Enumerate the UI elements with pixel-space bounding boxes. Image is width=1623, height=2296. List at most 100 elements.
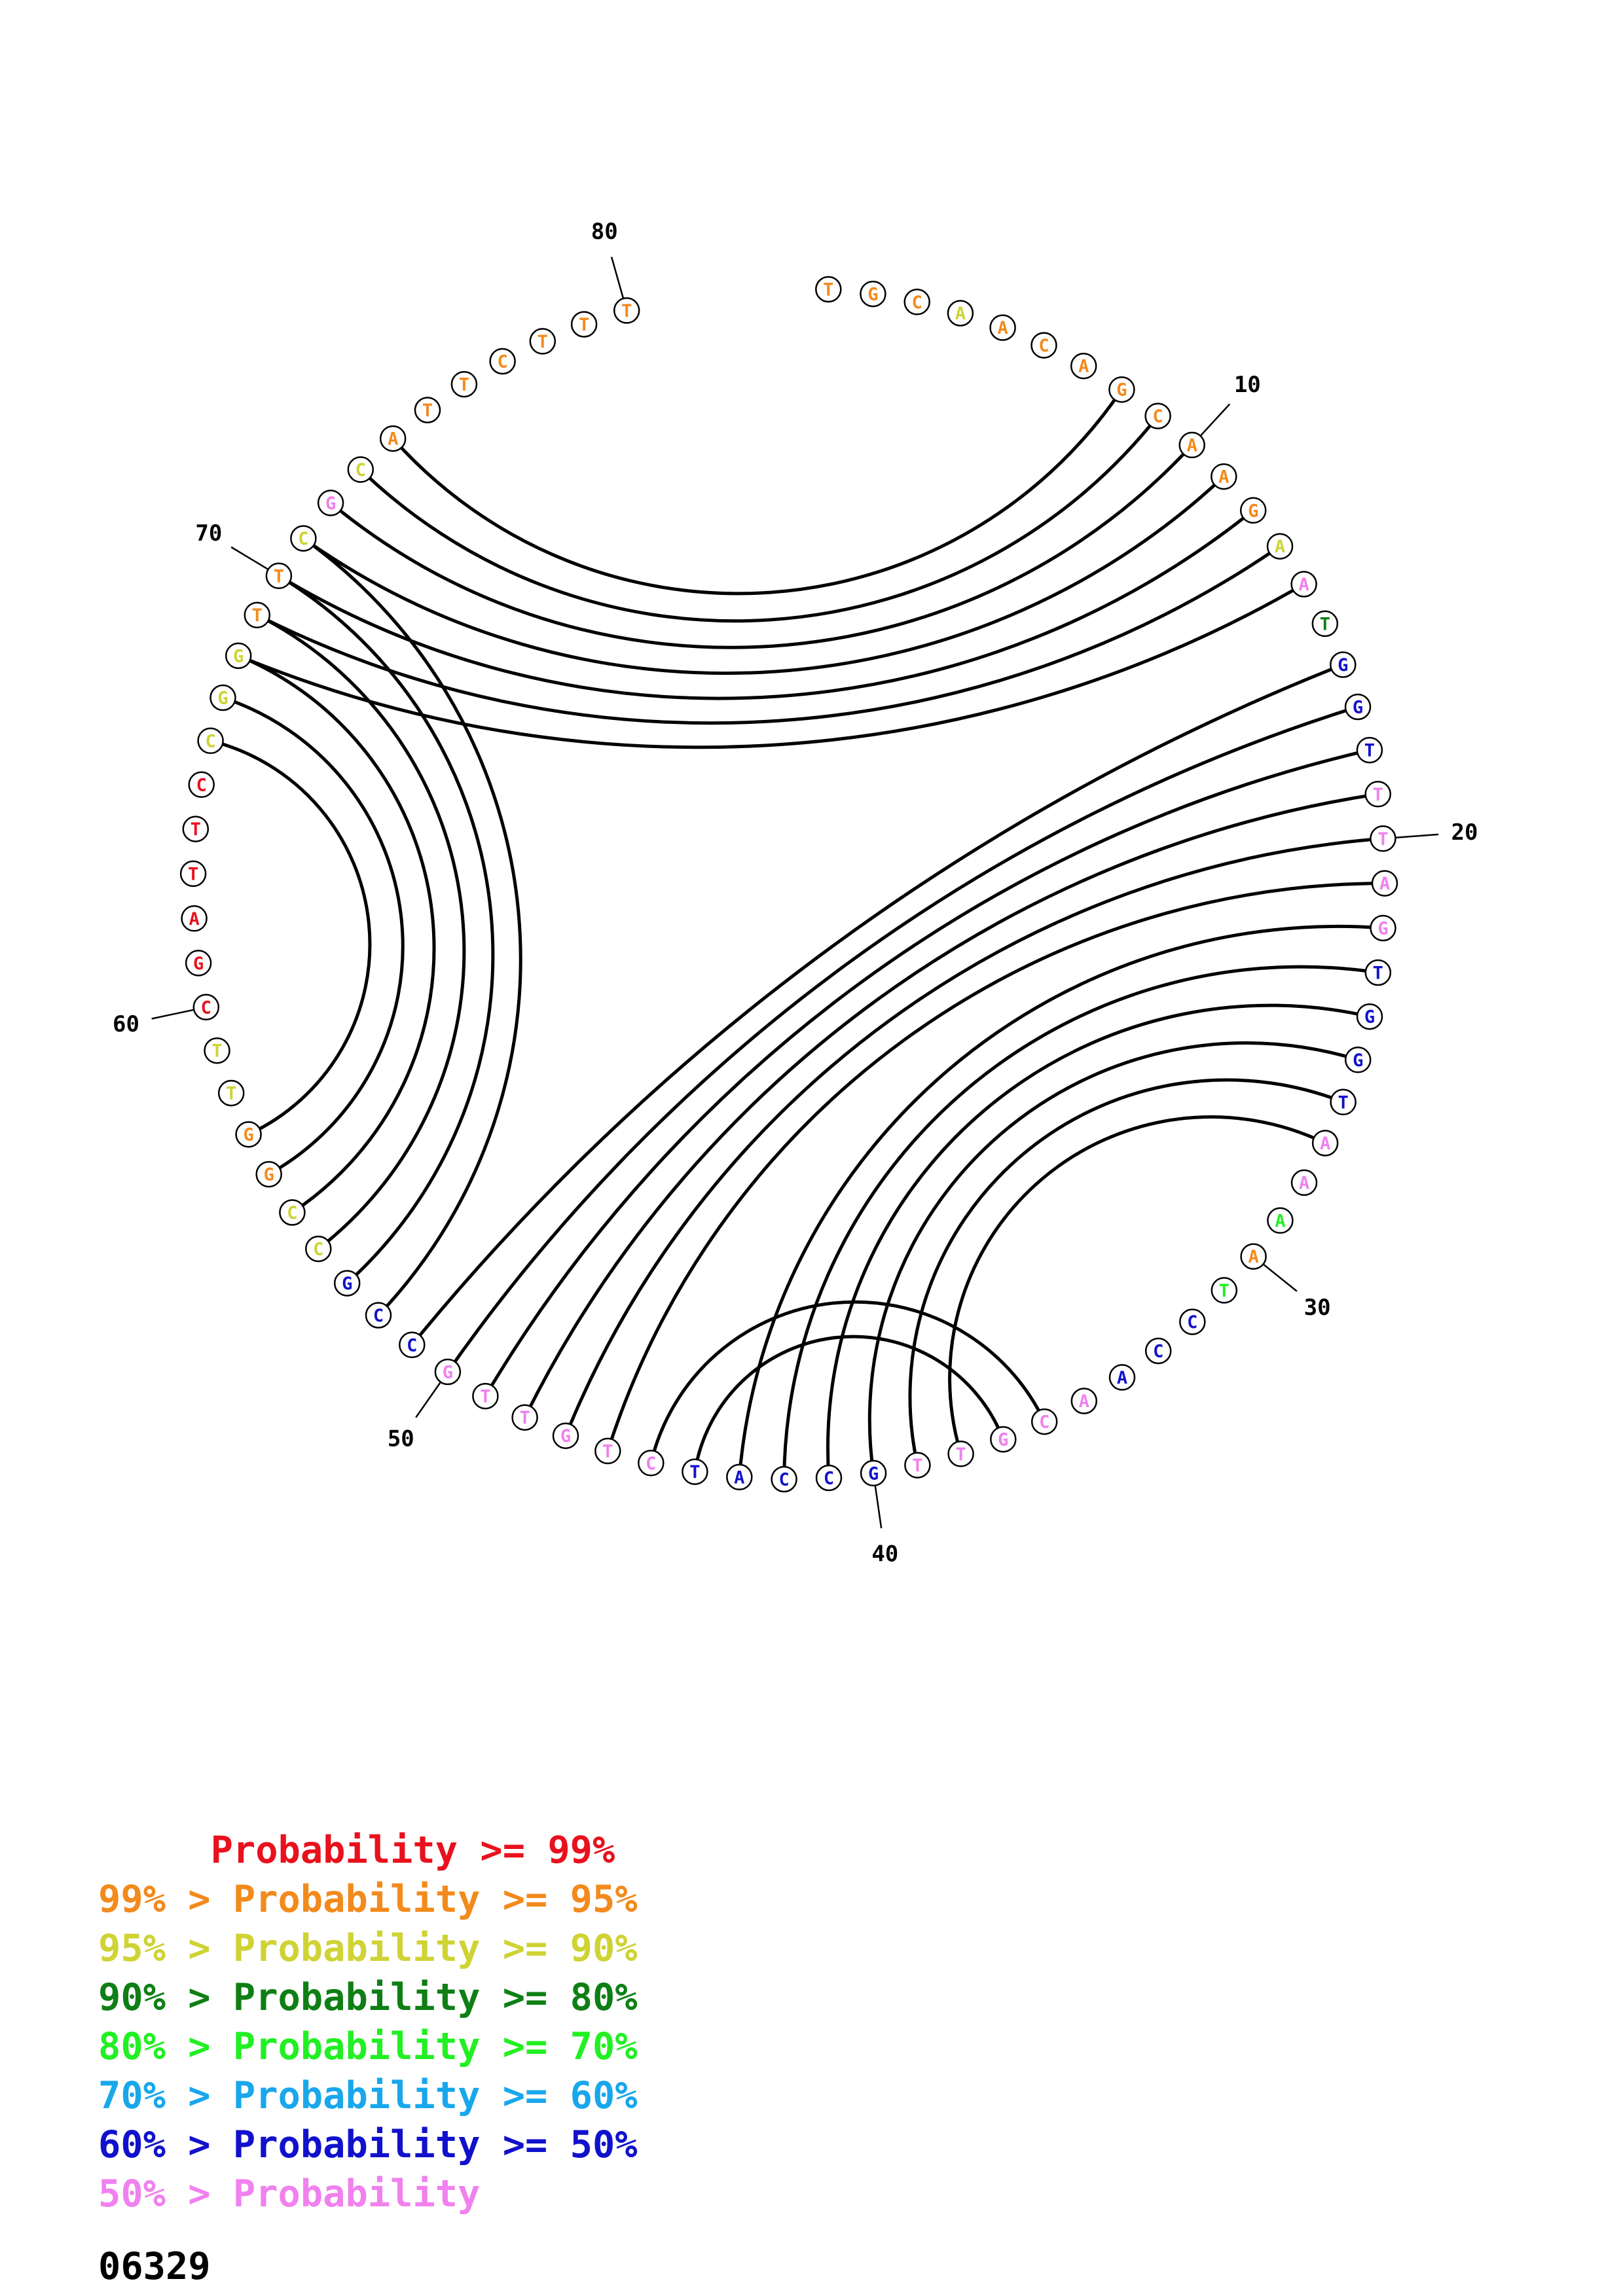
nucleotide-circle-76 bbox=[450, 370, 478, 398]
nucleotide-circle-33 bbox=[1144, 1337, 1172, 1365]
nucleotide-41: C bbox=[815, 1464, 843, 1492]
position-label-70: 70 bbox=[195, 520, 222, 547]
nucleotide-63: T bbox=[179, 860, 207, 888]
nucleotide-circle-49 bbox=[472, 1382, 499, 1410]
nucleotide-circle-78 bbox=[529, 328, 556, 355]
nucleotide-letter-9: C bbox=[1152, 406, 1163, 427]
nucleotide-26: T bbox=[1330, 1088, 1357, 1116]
nucleotide-circle-74 bbox=[379, 425, 407, 452]
position-tick-70 bbox=[230, 546, 269, 571]
nucleotide-circle-47 bbox=[552, 1422, 579, 1449]
nucleotide-43: A bbox=[726, 1463, 753, 1491]
nucleotide-circle-59 bbox=[204, 1037, 230, 1064]
nucleotide-13: A bbox=[1266, 533, 1294, 560]
nucleotide-37: G bbox=[990, 1426, 1017, 1453]
position-ticks: 10 20 30 40 50 60 70 80 bbox=[113, 219, 1478, 1567]
nucleotide-letter-72: G bbox=[325, 493, 336, 514]
nucleotide-circle-11 bbox=[1211, 463, 1237, 490]
nucleotide-letter-4: A bbox=[955, 304, 966, 324]
nucleotide-circle-38 bbox=[947, 1441, 974, 1467]
nucleotide-71: C bbox=[290, 525, 317, 552]
nucleotide-54: C bbox=[305, 1235, 332, 1263]
position-tick-50 bbox=[415, 1381, 442, 1418]
nucleotide-circle-16 bbox=[1330, 651, 1357, 678]
nucleotide-circle-30 bbox=[1240, 1243, 1267, 1270]
nucleotide-circle-9 bbox=[1144, 403, 1171, 429]
nucleotide-circle-39 bbox=[904, 1452, 931, 1479]
nucleotide-letter-21: A bbox=[1379, 874, 1390, 894]
nucleotide-letter-65: C bbox=[196, 775, 207, 795]
nucleotide-letter-73: C bbox=[356, 460, 366, 480]
nucleotide-77: C bbox=[489, 348, 516, 375]
nucleotide-62: A bbox=[181, 905, 208, 932]
nucleotide-circle-20 bbox=[1370, 825, 1396, 852]
nucleotide-letter-27: A bbox=[1320, 1134, 1330, 1154]
nucleotide-letter-35: A bbox=[1079, 1391, 1089, 1412]
nucleotide-38: T bbox=[947, 1441, 974, 1467]
nucleotide-circle-5 bbox=[989, 314, 1016, 341]
base-pair-arc-16-51 bbox=[410, 663, 1344, 1346]
nucleotide-letter-3: C bbox=[912, 293, 922, 313]
nucleotide-letter-57: G bbox=[243, 1125, 253, 1145]
nucleotide-letter-18: T bbox=[1364, 741, 1375, 761]
nucleotide-circle-48 bbox=[511, 1404, 538, 1431]
nucleotide-letter-63: T bbox=[188, 864, 198, 884]
nucleotide-59: T bbox=[204, 1037, 230, 1064]
nucleotide-letter-28: A bbox=[1299, 1173, 1309, 1193]
base-pair-arc-22-43 bbox=[737, 924, 1383, 1478]
base-pair-arc-56-67 bbox=[222, 696, 405, 1176]
nucleotide-circle-14 bbox=[1290, 571, 1317, 598]
nucleotide-57: G bbox=[235, 1121, 262, 1148]
nucleotide-circle-73 bbox=[347, 456, 374, 483]
position-tick-20 bbox=[1395, 833, 1439, 839]
nucleotide-circle-15 bbox=[1311, 610, 1339, 637]
structure-id: 06329 bbox=[98, 2245, 211, 2288]
position-tick-40 bbox=[874, 1485, 883, 1529]
nucleotide-letter-44: T bbox=[689, 1462, 700, 1482]
nucleotide-circle-42 bbox=[771, 1465, 797, 1493]
nucleotide-circle-70 bbox=[265, 562, 293, 590]
nucleotide-letter-40: G bbox=[868, 1463, 879, 1484]
nucleotide-circle-36 bbox=[1030, 1408, 1058, 1435]
base-pair-arc-57-66 bbox=[210, 739, 372, 1136]
nucleotide-49: T bbox=[472, 1382, 499, 1410]
nucleotide-circle-77 bbox=[489, 348, 516, 375]
nucleotide-56: G bbox=[255, 1160, 282, 1188]
nucleotide-circle-32 bbox=[1179, 1308, 1206, 1335]
base-pair-arc-55-68 bbox=[238, 654, 436, 1214]
nucleotide-circle-27 bbox=[1311, 1130, 1339, 1157]
nucleotide-4: A bbox=[947, 300, 974, 327]
base-pair-arc-11-71 bbox=[302, 475, 1226, 675]
nucleotide-69: T bbox=[244, 601, 271, 628]
nucleotide-55: C bbox=[279, 1199, 306, 1226]
nucleotide-letter-34: A bbox=[1117, 1368, 1127, 1388]
nucleotide-25: G bbox=[1344, 1047, 1372, 1073]
nucleotide-letter-42: C bbox=[778, 1470, 789, 1490]
nucleotide-5: A bbox=[989, 314, 1016, 341]
base-pair-arc-19-48 bbox=[523, 792, 1379, 1418]
nucleotide-53: G bbox=[333, 1270, 361, 1297]
base-pair-arc-13-69 bbox=[256, 545, 1281, 725]
nucleotide-circle-67 bbox=[210, 684, 236, 711]
nucleotide-letter-14: A bbox=[1298, 575, 1309, 595]
nucleotide-letter-17: G bbox=[1353, 698, 1363, 718]
nucleotide-circle-24 bbox=[1356, 1003, 1383, 1030]
nucleotide-10: A bbox=[1178, 431, 1205, 459]
nucleotide-letter-36: C bbox=[1039, 1412, 1049, 1433]
nucleotide-letter-12: G bbox=[1248, 501, 1258, 521]
nucleotide-circle-8 bbox=[1108, 376, 1135, 403]
nucleotide-circle-17 bbox=[1344, 693, 1372, 721]
nucleotide-circle-23 bbox=[1364, 959, 1392, 986]
position-tick-60 bbox=[151, 1009, 194, 1020]
nucleotide-42: C bbox=[771, 1465, 797, 1493]
base-pair-arc-53-70 bbox=[278, 574, 495, 1285]
nucleotide-circle-50 bbox=[434, 1358, 462, 1386]
nucleotide-24: G bbox=[1356, 1003, 1383, 1030]
nucleotide-circle-52 bbox=[365, 1302, 392, 1329]
nucleotide-circle-44 bbox=[682, 1458, 708, 1485]
nucleotide-80: T bbox=[613, 297, 640, 324]
nucleotide-letter-74: A bbox=[388, 429, 398, 450]
nucleotide-letter-54: C bbox=[313, 1240, 323, 1260]
base-pair-arc-20-47 bbox=[564, 836, 1383, 1437]
nucleotide-letter-37: G bbox=[998, 1430, 1008, 1450]
